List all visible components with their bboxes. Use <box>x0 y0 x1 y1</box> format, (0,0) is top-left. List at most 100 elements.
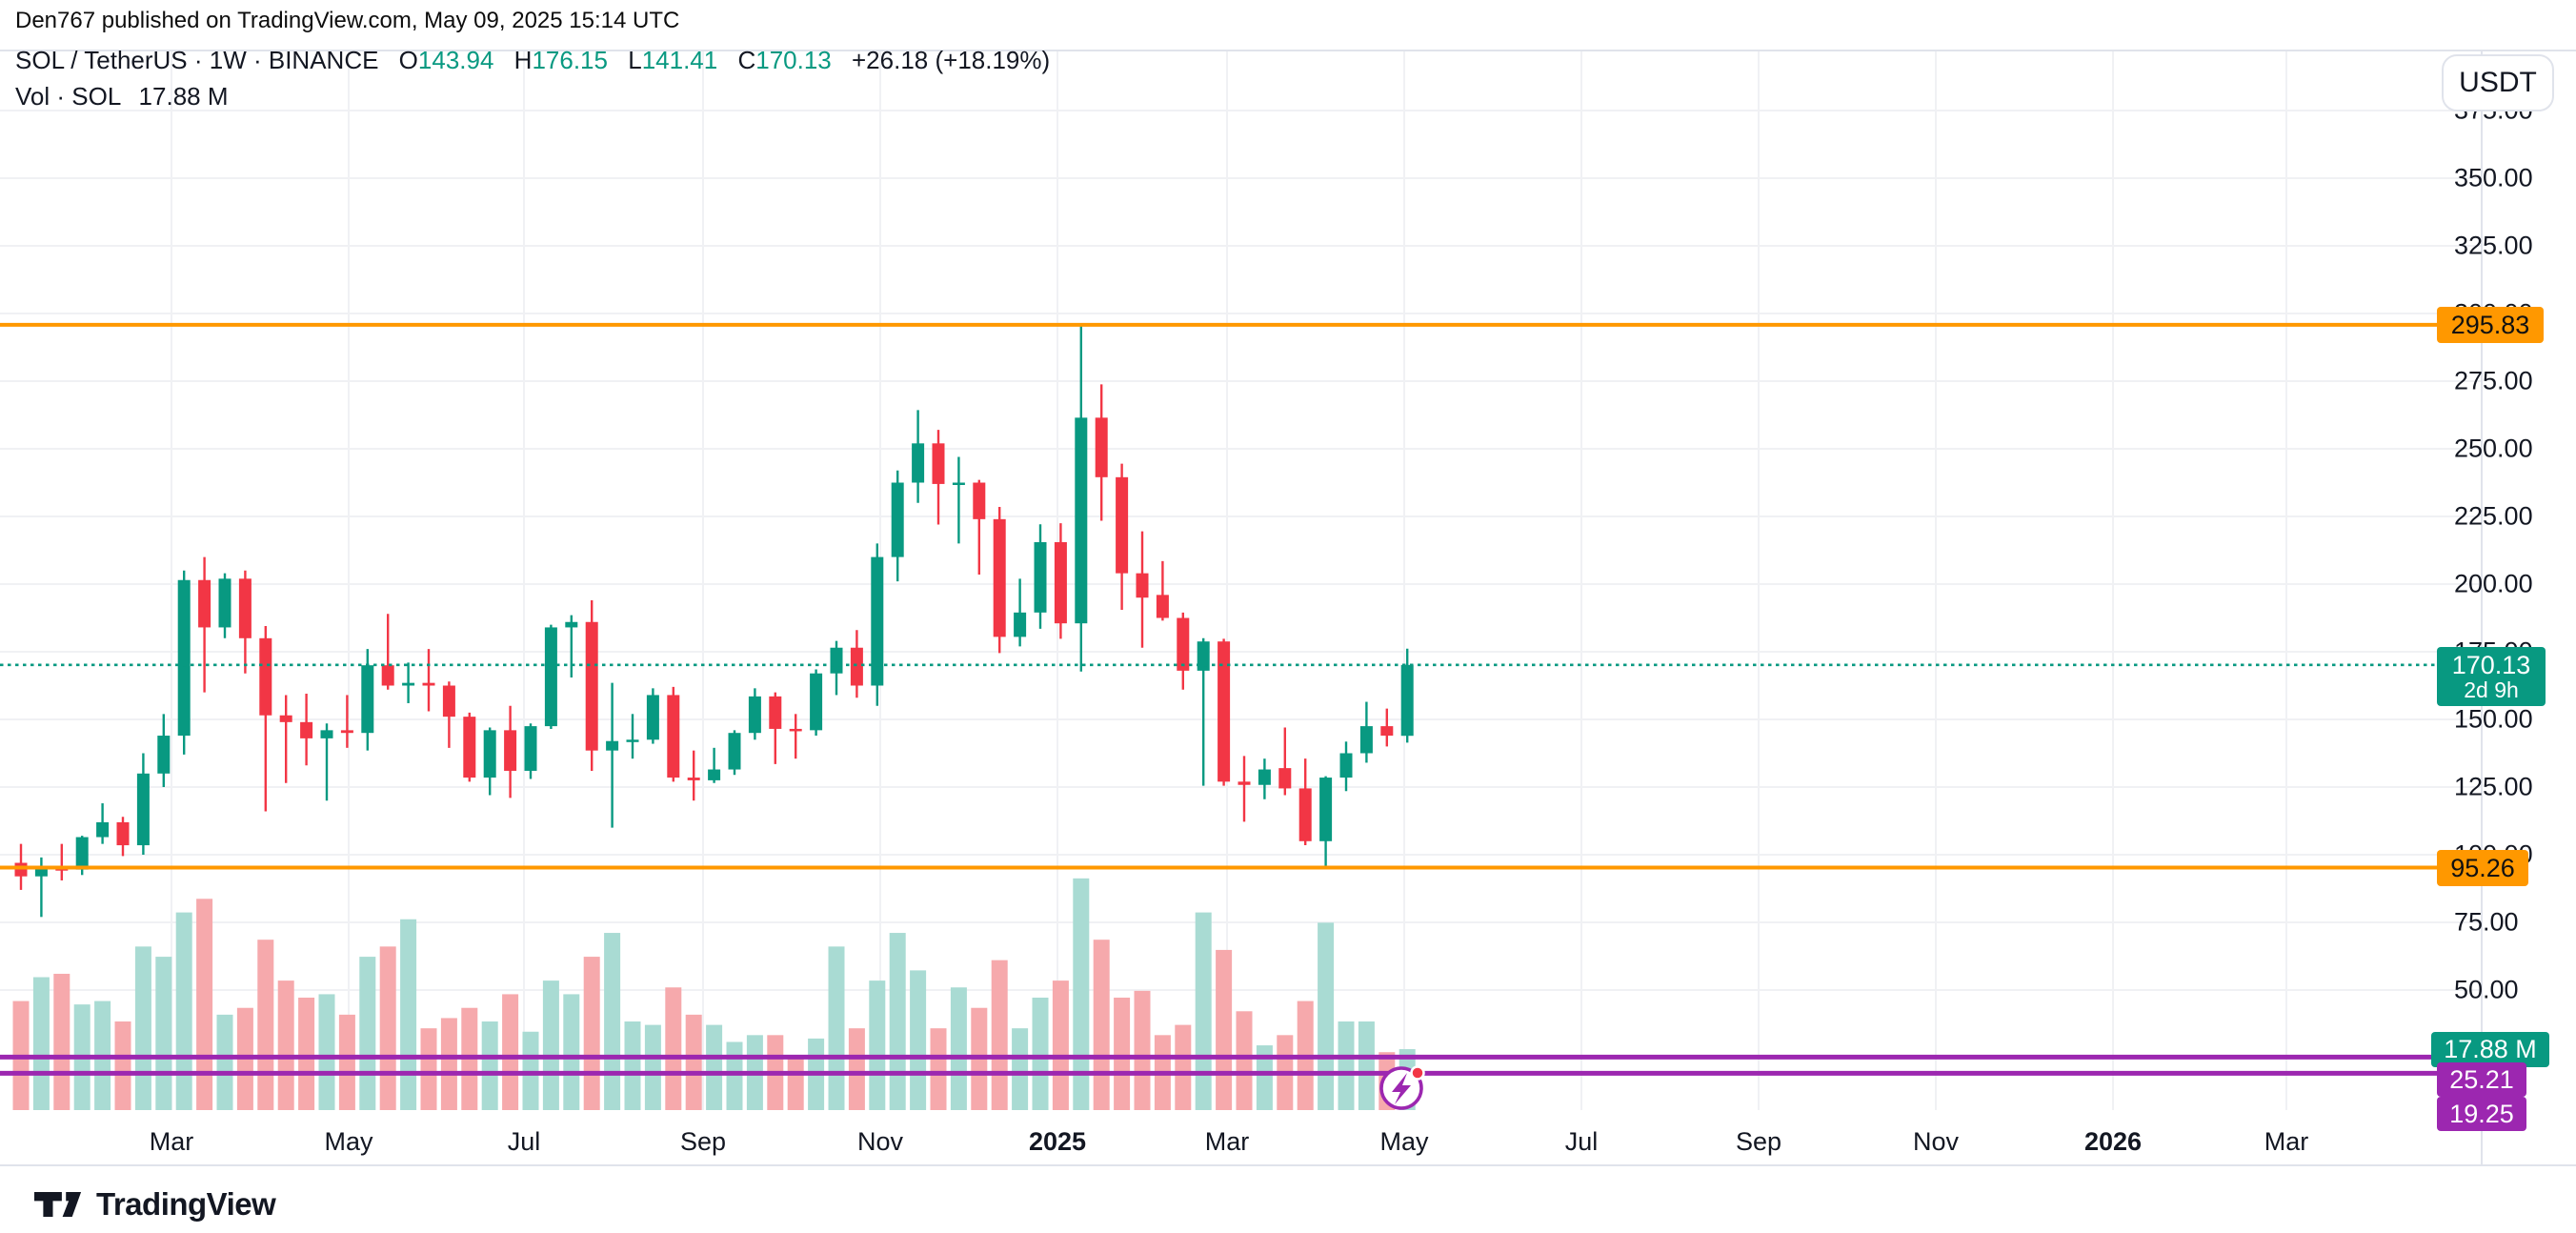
volume-bar <box>134 946 151 1110</box>
volume-legend: Vol · SOL 17.88 M <box>15 82 229 111</box>
volume-bar <box>869 980 886 1110</box>
candle-body <box>198 579 211 628</box>
candle-body <box>34 868 48 877</box>
volume-bar <box>1216 949 1233 1110</box>
candle-body <box>728 733 741 770</box>
candle-body <box>973 482 986 519</box>
time-tick: Jul <box>507 1127 541 1156</box>
volume-bar <box>196 899 213 1110</box>
volume-bar <box>1012 1028 1029 1110</box>
currency-unit-button[interactable]: USDT <box>2442 54 2554 111</box>
current-volume-label: 17.88 M <box>2431 1032 2549 1067</box>
candle-body <box>483 730 496 778</box>
candle-body <box>871 556 884 686</box>
symbol-legend: SOL / TetherUS · 1W · BINANCE O143.94 H1… <box>15 46 1050 75</box>
time-scale[interactable] <box>0 1166 2576 1210</box>
candle-body <box>259 637 272 716</box>
support-price-label: 95.26 <box>2437 850 2528 886</box>
volume-bar <box>624 1021 641 1110</box>
candle-body <box>279 715 292 722</box>
candle-body <box>361 665 374 734</box>
price-tick: 75.00 <box>2454 907 2519 937</box>
volume-bar <box>1032 997 1049 1110</box>
candle-body <box>952 482 965 485</box>
price-tick: 250.00 <box>2454 434 2533 463</box>
volume-bar <box>1114 997 1131 1110</box>
candle-body <box>463 717 476 778</box>
candle-body <box>810 673 823 731</box>
high-label: H <box>513 46 533 74</box>
current-price-label: 170.13 2d 9h <box>2437 647 2546 706</box>
notification-dot <box>1410 1065 1425 1081</box>
price-tick: 325.00 <box>2454 231 2533 260</box>
price-tick: 350.00 <box>2454 163 2533 192</box>
candle-body <box>1075 417 1088 624</box>
candle-body <box>1238 781 1251 785</box>
change-value: +26.18 (+18.19%) <box>852 46 1051 74</box>
volume-label: Vol · SOL <box>15 82 121 111</box>
low-label: L <box>628 46 642 74</box>
time-axis-border <box>0 1164 2576 1166</box>
volume-bar <box>420 1028 437 1110</box>
candle-body <box>75 837 89 870</box>
price-tick: 200.00 <box>2454 569 2533 598</box>
volume-bar <box>155 957 172 1110</box>
candle-body <box>402 682 415 686</box>
candle-body <box>1298 788 1312 841</box>
volume-bar <box>563 994 580 1110</box>
high-value: 176.15 <box>532 46 608 74</box>
candle-body <box>1136 573 1149 598</box>
candle-body <box>1095 417 1108 477</box>
volume-bar <box>481 1021 498 1110</box>
candle-body <box>932 443 945 484</box>
close-value: 170.13 <box>755 46 832 74</box>
chart-top-border <box>0 50 2576 51</box>
candle-body <box>177 579 191 737</box>
candle-body <box>1400 664 1414 737</box>
volume-bar <box>542 980 559 1110</box>
time-tick: Nov <box>856 1127 904 1156</box>
volume-bar <box>216 1014 233 1110</box>
candle-body <box>320 730 333 738</box>
candle-body <box>1380 726 1394 737</box>
volume-value: 17.88 M <box>138 82 229 111</box>
candle-body <box>1258 769 1271 785</box>
volume-bar <box>1358 1021 1375 1110</box>
volume-bar <box>53 973 70 1110</box>
candle-body <box>1014 612 1027 637</box>
open-value: 143.94 <box>417 46 494 74</box>
volume-bar <box>298 997 315 1110</box>
candle-body <box>300 721 313 738</box>
volume-bar <box>848 1028 865 1110</box>
currency-unit-label: USDT <box>2459 67 2537 98</box>
symbol-title: SOL / TetherUS · 1W · BINANCE <box>15 46 379 74</box>
time-tick: 2025 <box>1028 1127 1087 1156</box>
volume-bar <box>706 1024 723 1110</box>
volume-bar <box>440 1018 457 1110</box>
price-tick: 150.00 <box>2454 704 2533 734</box>
publish-attribution: Den767 published on TradingView.com, May… <box>15 8 680 33</box>
time-tick: Jul <box>1564 1127 1599 1156</box>
volume-bar <box>1256 1045 1273 1110</box>
lightning-bolt-icon <box>1392 1073 1411 1104</box>
candle-body <box>116 821 130 846</box>
candle-body <box>1197 641 1210 671</box>
volume-bar <box>400 919 417 1110</box>
candle-body <box>748 696 761 734</box>
candle-body <box>606 740 619 751</box>
candle-body <box>769 696 782 729</box>
tradingview-logo[interactable]: TradingView <box>34 1182 276 1227</box>
candle-body <box>1177 617 1190 671</box>
candle-body <box>708 769 721 780</box>
volume-bar <box>114 1021 131 1110</box>
candle-body <box>993 518 1006 637</box>
candle-body <box>504 730 517 771</box>
time-tick: Mar <box>149 1127 194 1156</box>
price-tick: 275.00 <box>2454 366 2533 395</box>
candle-body <box>565 621 578 628</box>
volume-bar <box>665 987 682 1110</box>
time-tick: 2026 <box>2083 1127 2143 1156</box>
low-value: 141.41 <box>641 46 718 74</box>
tradingview-logo-icon <box>34 1192 82 1217</box>
